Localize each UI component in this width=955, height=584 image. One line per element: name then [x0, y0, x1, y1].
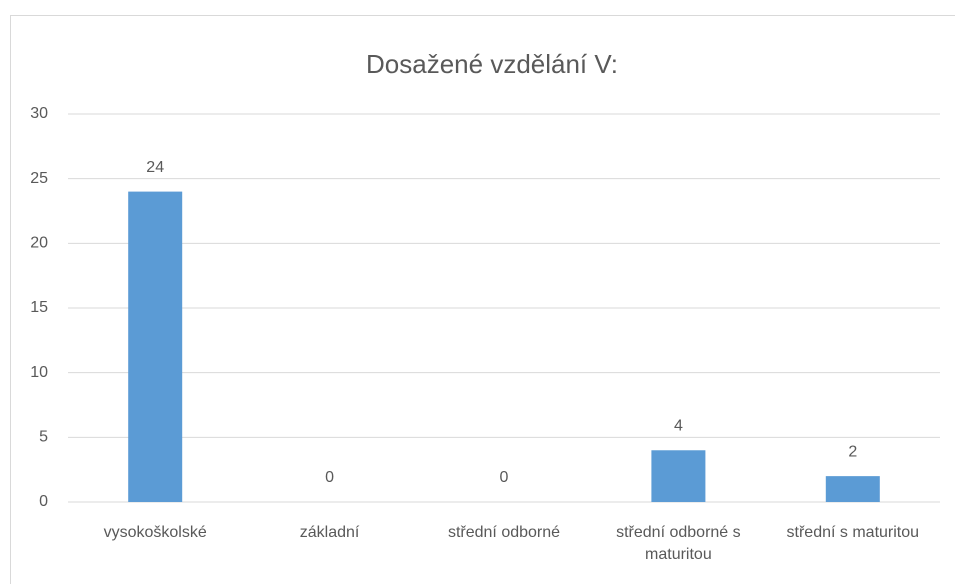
data-label: 4 — [674, 417, 683, 434]
x-tick-label: střední odborné s maturitou — [616, 524, 741, 563]
x-tick-label: střední odborné — [447, 524, 561, 541]
data-label: 24 — [146, 159, 164, 176]
chart-title: Dosažené vzdělání V: — [366, 49, 618, 79]
x-tick-label: střední s maturitou — [786, 524, 920, 541]
y-tick-label: 25 — [30, 170, 48, 187]
data-label: 2 — [848, 443, 857, 460]
y-tick-label: 10 — [30, 364, 48, 381]
y-tick-label: 15 — [30, 299, 48, 316]
x-tick-label: vysokoškolské — [103, 524, 207, 541]
bar — [651, 450, 706, 502]
bar — [128, 191, 183, 502]
x-tick-label: základní — [299, 524, 360, 541]
data-label: 0 — [500, 469, 509, 486]
y-tick-label: 0 — [39, 493, 48, 510]
data-label: 0 — [325, 469, 334, 486]
y-tick-label: 20 — [30, 235, 48, 252]
y-tick-label: 30 — [30, 105, 48, 122]
bar — [825, 476, 880, 502]
y-tick-label: 5 — [39, 429, 48, 446]
